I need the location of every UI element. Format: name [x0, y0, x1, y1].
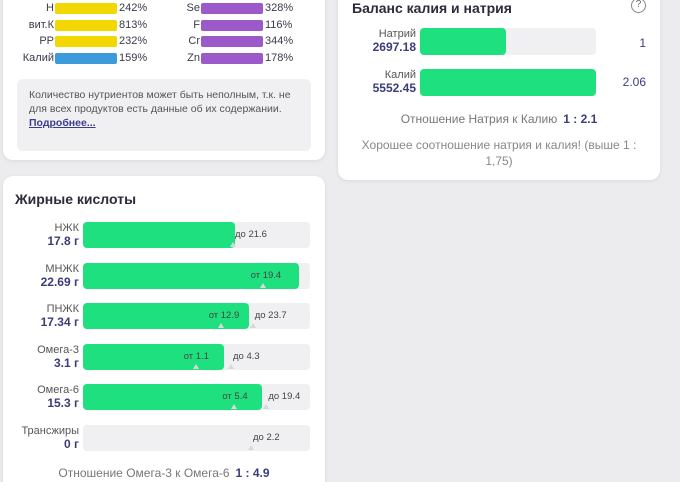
- max-marker: [248, 444, 254, 450]
- fatty-acid-row: Трансжиры 0 г до 2.2: [3, 423, 325, 453]
- mineral-value: 242%: [119, 2, 148, 14]
- mineral-bar: [201, 36, 263, 47]
- note-text: Количество нутриентов может быть неполны…: [29, 89, 291, 115]
- mineral-value: 232%: [119, 35, 148, 47]
- sodium-bar: [420, 28, 596, 55]
- fatty-acid-bar-fill: [83, 222, 235, 248]
- fatty-acid-row: Омега-3 3.1 г от 1.1 до 4.3: [3, 342, 325, 372]
- mineral-value: 344%: [265, 35, 294, 47]
- fatty-acid-bar: до 2.2: [83, 424, 310, 451]
- potassium-bar: [420, 69, 596, 96]
- fatty-acid-label: Омега-3 3.1 г: [11, 344, 79, 370]
- fatty-acid-amount: 0 г: [63, 436, 79, 451]
- mineral-bar: [55, 36, 117, 47]
- fatty-acid-bar: от 1.1 до 4.3: [83, 343, 310, 370]
- fatty-acid-label: НЖК 17.8 г: [11, 222, 79, 248]
- potassium-value: 5552.45: [372, 81, 416, 95]
- fatty-acid-label: Омега-6 15.3 г: [11, 384, 79, 410]
- help-icon[interactable]: ?: [631, 0, 646, 13]
- fatty-acid-max: до 19.4: [268, 391, 301, 402]
- fatty-acid-row: НЖК 17.8 г до 21.6: [3, 220, 325, 250]
- mineral-label: F: [193, 18, 200, 31]
- fatty-acid-min: от 5.4: [222, 391, 248, 402]
- fatty-acid-bar: от 12.9 до 23.7: [83, 303, 310, 329]
- fatty-acid-max: до 23.7: [254, 310, 287, 321]
- mineral-label: Калий: [22, 51, 54, 64]
- sodium-label: Натрий 2697.18: [346, 28, 416, 54]
- mineral-value: 813%: [119, 18, 148, 31]
- fatty-acid-max: до 21.6: [235, 229, 267, 240]
- fatty-acid-bar: от 5.4 до 19.4: [83, 384, 310, 410]
- ratio-value: 1 : 2.1: [563, 112, 598, 126]
- mineral-label: РР: [39, 35, 54, 47]
- fatty-acid-min: от 12.9: [208, 310, 240, 321]
- minerals-card: Н 242% вит.К 813% РР 232% Калий 159% Se 328% F 116%…: [3, 0, 325, 160]
- min-marker: [192, 363, 199, 369]
- fatty-acid-max: до 4.3: [233, 350, 260, 362]
- mineral-value: 178%: [265, 51, 294, 64]
- fatty-acid-row: Омега-6 15.3 г от 5.4 до 19.4: [3, 382, 325, 412]
- balance-comment: Хорошее соотношение натрия и калия! (выш…: [361, 138, 637, 168]
- mineral-bar: [201, 52, 263, 64]
- potassium-label: Калий 5552.45: [346, 69, 416, 95]
- mineral-label: Zn: [187, 51, 200, 64]
- min-marker: [259, 282, 266, 288]
- incomplete-data-note: Количество нутриентов может быть неполны…: [17, 79, 311, 151]
- max-marker: [263, 404, 270, 409]
- sodium-potassium-ratio: Отношение Натрия к Калию 1 : 2.1: [400, 112, 598, 126]
- fatty-acid-amount: 22.69 г: [40, 274, 79, 289]
- mineral-value: 159%: [119, 51, 148, 64]
- mineral-bar: [55, 19, 117, 31]
- max-marker: [230, 242, 236, 247]
- fatty-acid-amount: 17.34 г: [40, 315, 79, 329]
- omega-ratio-value: 1 : 4.9: [235, 466, 270, 480]
- fatty-acid-label: Трансжиры 0 г: [11, 425, 79, 451]
- fatty-acid-bar: от 19.4: [83, 262, 310, 289]
- potassium-bar-fill: [420, 69, 596, 96]
- mineral-label: вит.К: [28, 18, 54, 31]
- fatty-acid-bar-fill: [83, 343, 224, 370]
- sodium-ratio: 1: [639, 36, 646, 50]
- mineral-value: 328%: [265, 2, 294, 14]
- balance-title: Баланс калия и натрия: [352, 0, 512, 16]
- fatty-acid-label: ПНЖК 17.34 г: [11, 303, 79, 329]
- omega-ratio: Отношение Омега-3 к Омега-6 1 : 4.9: [58, 466, 270, 480]
- sodium-value: 2697.18: [372, 40, 416, 54]
- fatty-acid-row: ПНЖК 17.34 г от 12.9 до 23.7: [3, 301, 325, 331]
- potassium-ratio: 2.06: [622, 75, 646, 89]
- mineral-bar: [201, 3, 263, 14]
- mineral-bar: [201, 19, 263, 31]
- fatty-acid-amount: 17.8 г: [47, 234, 79, 248]
- mineral-label: Se: [186, 2, 200, 14]
- mineral-value: 116%: [265, 18, 293, 31]
- fatty-acids-title: Жирные кислоты: [15, 191, 137, 207]
- mineral-label: Cr: [188, 35, 200, 47]
- max-marker: [249, 323, 256, 328]
- fatty-acid-max: до 2.2: [253, 431, 280, 443]
- min-marker: [217, 323, 224, 328]
- fatty-acid-amount: 15.3 г: [47, 396, 79, 410]
- fatty-acids-card: Жирные кислоты НЖК 17.8 г до 21.6 МНЖК 22.69…: [3, 176, 325, 482]
- fatty-acid-min: от 19.4: [250, 269, 282, 281]
- sodium-bar-fill: [420, 28, 506, 55]
- mineral-label: Н: [46, 2, 54, 14]
- more-link[interactable]: Подробнее...: [29, 117, 96, 129]
- min-marker: [231, 404, 238, 409]
- sodium-potassium-balance-card: Баланс калия и натрия ? Натрий 2697.18 1…: [338, 0, 660, 180]
- mineral-bar: [55, 3, 117, 14]
- fatty-acid-amount: 3.1 г: [53, 355, 79, 370]
- fatty-acid-row: МНЖК 22.69 г от 19.4: [3, 261, 325, 291]
- max-marker: [228, 363, 234, 369]
- mineral-bar: [55, 52, 117, 64]
- fatty-acid-bar: до 21.6: [83, 222, 310, 248]
- fatty-acid-min: от 1.1: [183, 350, 210, 362]
- fatty-acid-label: МНЖК 22.69 г: [11, 263, 79, 289]
